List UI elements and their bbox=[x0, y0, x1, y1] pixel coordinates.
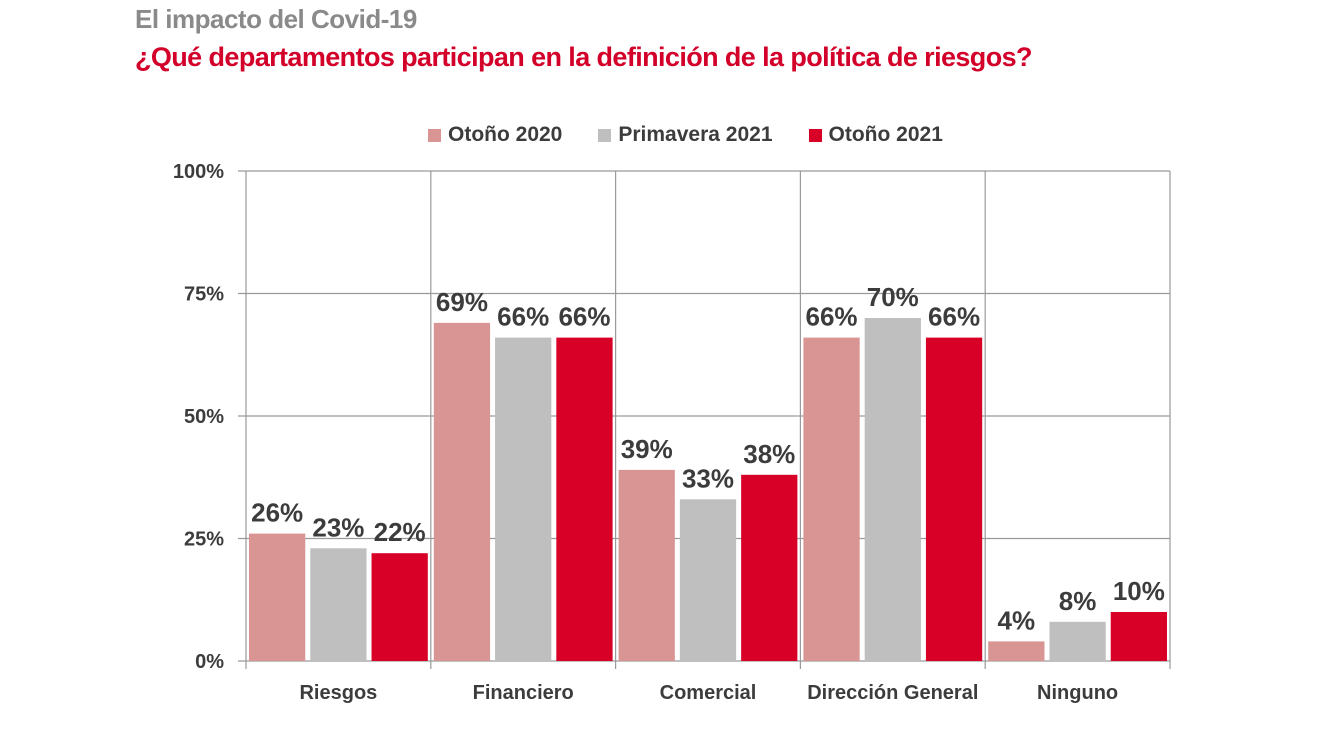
legend-label: Primavera 2021 bbox=[618, 123, 773, 146]
y-tick-label: 100% bbox=[173, 161, 224, 183]
y-tick-label: 50% bbox=[184, 406, 224, 428]
legend-swatch bbox=[808, 128, 822, 142]
data-label: 39% bbox=[621, 434, 673, 464]
data-labels: 26% 23% 22% 69% 66% 66% 39% 33% 38% 66% 70% 66% 4% 8%… bbox=[251, 282, 1165, 635]
x-tick-label: Riesgos bbox=[299, 682, 377, 704]
data-label: 66% bbox=[558, 302, 610, 332]
bar bbox=[1049, 621, 1106, 661]
data-label: 4% bbox=[998, 605, 1036, 635]
bar bbox=[310, 548, 367, 661]
bar bbox=[249, 533, 306, 661]
x-tick-label: Ninguno bbox=[1037, 682, 1118, 704]
bar bbox=[618, 469, 675, 661]
legend-swatch bbox=[598, 128, 612, 142]
bar bbox=[371, 553, 428, 661]
bar bbox=[925, 337, 983, 661]
x-tick-label: Comercial bbox=[660, 682, 757, 704]
data-label: 66% bbox=[497, 302, 549, 332]
legend-label: Otoño 2021 bbox=[828, 123, 943, 146]
bars bbox=[249, 318, 1167, 661]
legend-item-otono-2021: Otoño 2021 bbox=[808, 123, 943, 147]
bar bbox=[803, 337, 860, 661]
data-label: 8% bbox=[1059, 586, 1097, 616]
chart-title: ¿Qué departamentos participan en la defi… bbox=[135, 42, 1033, 72]
y-tick-label: 0% bbox=[195, 651, 224, 673]
bar bbox=[741, 474, 798, 661]
bar bbox=[1110, 612, 1167, 661]
bar bbox=[495, 337, 552, 661]
bar bbox=[988, 641, 1045, 661]
data-label: 23% bbox=[312, 512, 364, 542]
bar bbox=[864, 318, 921, 661]
x-tick-label: Dirección General bbox=[807, 682, 978, 704]
legend: Otoño 2020 Primavera 2021 Otoño 2021 bbox=[428, 122, 943, 148]
bar bbox=[679, 499, 737, 661]
data-label: 10% bbox=[1113, 576, 1165, 606]
data-label: 22% bbox=[374, 517, 426, 547]
data-label: 70% bbox=[867, 282, 919, 312]
legend-item-otono-2020: Otoño 2020 bbox=[428, 123, 562, 147]
y-tick-label: 25% bbox=[184, 529, 224, 551]
y-tick-label: 75% bbox=[184, 284, 224, 306]
legend-swatch bbox=[428, 128, 441, 142]
data-label: 38% bbox=[743, 439, 795, 469]
data-label: 66% bbox=[928, 302, 980, 332]
data-label: 69% bbox=[436, 287, 488, 317]
bar bbox=[556, 337, 613, 661]
chart-supertitle: El impacto del Covid-19 bbox=[135, 4, 417, 34]
bar bbox=[433, 322, 491, 661]
axes: 0% 25% 50% 75% 100% Riesgos Financiero Comercia… bbox=[173, 161, 1118, 704]
legend-label: Otoño 2020 bbox=[448, 123, 563, 146]
data-label: 66% bbox=[806, 302, 858, 332]
data-label: 26% bbox=[251, 498, 303, 528]
legend-item-primavera-2021: Primavera 2021 bbox=[598, 123, 773, 147]
data-label: 33% bbox=[682, 463, 734, 493]
x-tick-label: Financiero bbox=[473, 682, 574, 704]
